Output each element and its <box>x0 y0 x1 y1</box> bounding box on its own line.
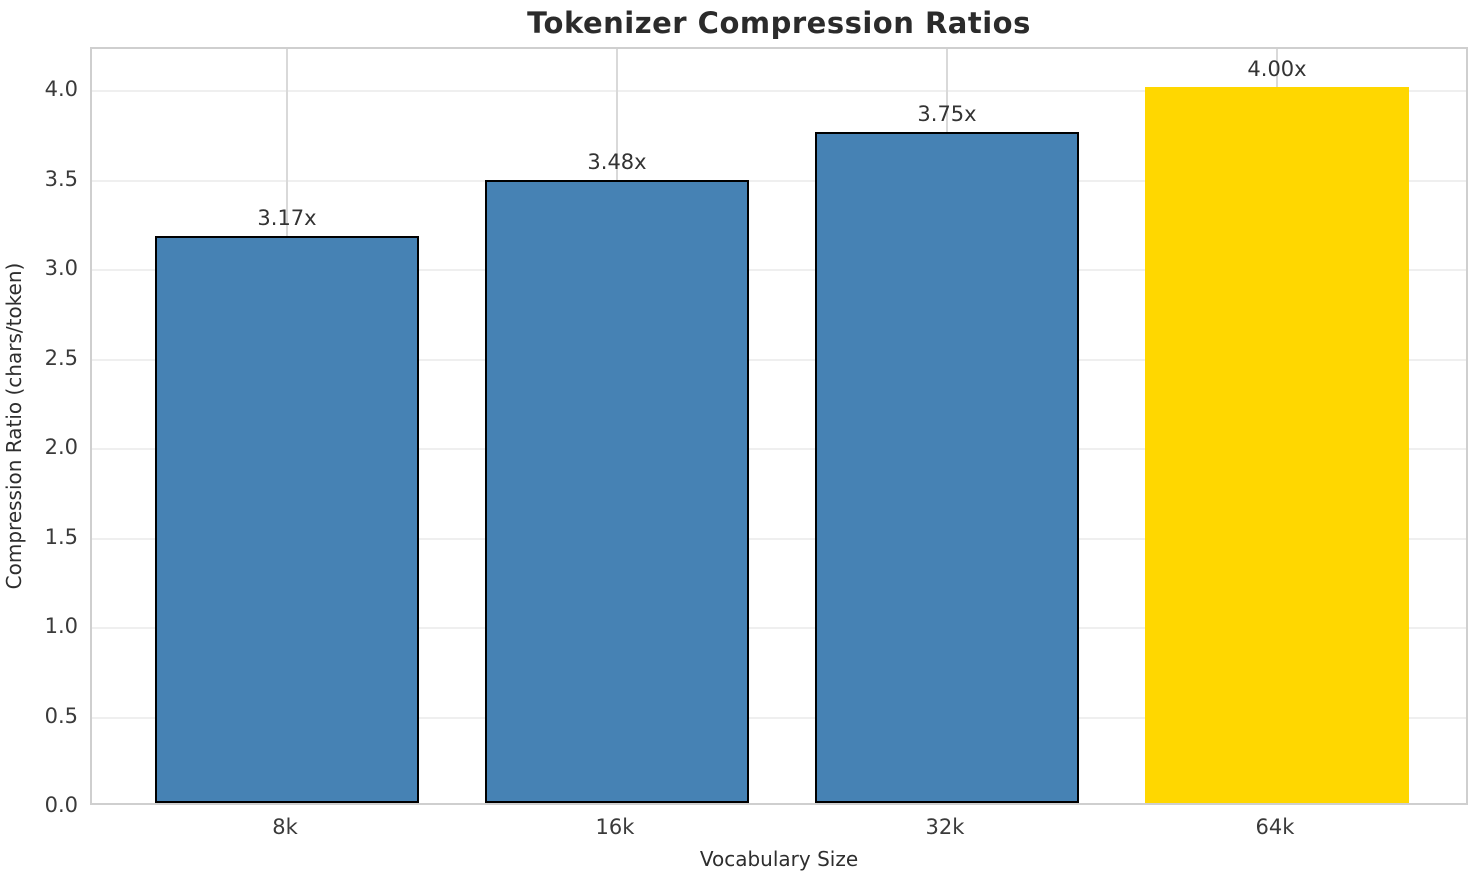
x-tick-label-16k: 16k <box>595 815 635 839</box>
horizontal-gridline <box>92 358 1466 361</box>
bar-32k <box>815 132 1079 803</box>
x-tick-label-8k: 8k <box>272 815 298 839</box>
y-tick-label: 2.5 <box>44 345 78 370</box>
horizontal-gridline <box>92 448 1466 450</box>
chart-title: Tokenizer Compression Ratios <box>527 6 1031 40</box>
y-tick-label: 3.5 <box>44 166 78 191</box>
horizontal-gridline <box>92 90 1466 92</box>
horizontal-gridline <box>92 269 1466 271</box>
y-tick-label: 3.0 <box>44 256 78 280</box>
y-tick-label: 4.0 <box>44 77 78 101</box>
y-tick-label: 1.5 <box>44 524 78 549</box>
y-tick-label: 0.0 <box>44 793 78 817</box>
y-tick-label: 0.5 <box>44 703 78 728</box>
bar-value-label: 4.00x <box>1247 57 1307 81</box>
bar-value-label: 3.48x <box>587 150 647 174</box>
bar-value-label: 3.17x <box>257 206 317 230</box>
horizontal-gridline <box>92 716 1466 719</box>
bar-16k <box>485 180 749 803</box>
bar-8k <box>155 236 419 803</box>
y-tick-label: 1.0 <box>44 614 78 638</box>
horizontal-gridline <box>92 627 1466 629</box>
bar-64k <box>1145 87 1409 803</box>
horizontal-gridline <box>92 179 1466 182</box>
horizontal-gridline <box>92 537 1466 540</box>
y-tick-label: 2.0 <box>44 435 78 459</box>
x-tick-label-32k: 32k <box>925 815 965 839</box>
plot-area: 3.17x 3.48x 3.75x 4.00x <box>90 47 1468 805</box>
x-tick-label-64k: 64k <box>1255 815 1295 839</box>
x-axis-label: Vocabulary Size <box>699 847 859 871</box>
bar-value-label: 3.75x <box>917 102 977 126</box>
